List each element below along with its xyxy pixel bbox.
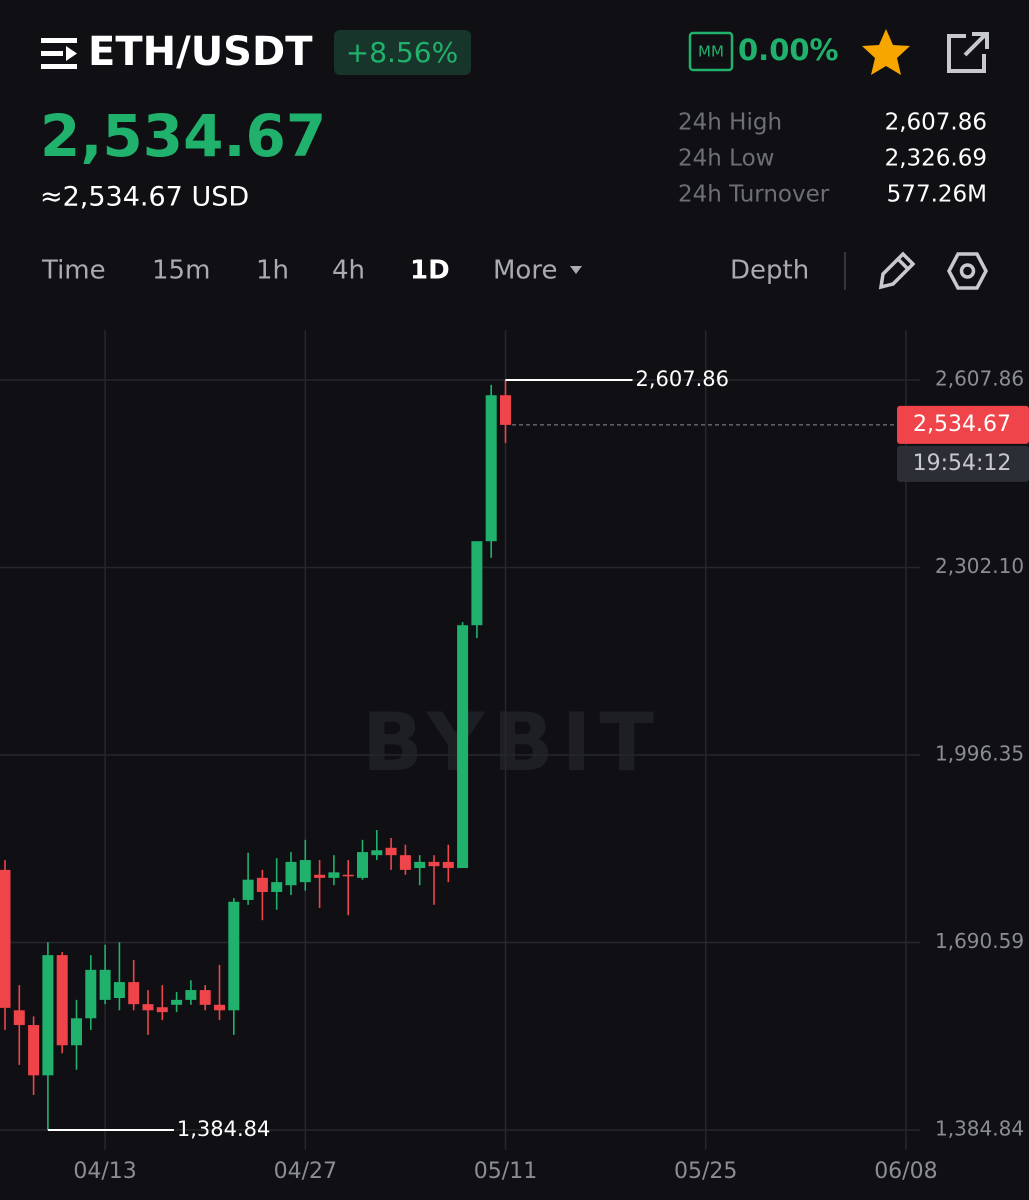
y-tick-label: 1,690.59 bbox=[935, 929, 1024, 953]
tab[interactable]: 15m bbox=[152, 256, 210, 286]
candle-body bbox=[285, 861, 297, 886]
price-tag-label: 2,534.67 bbox=[913, 412, 1011, 437]
candle-body bbox=[0, 869, 11, 1008]
price-tag bbox=[897, 405, 1029, 444]
change-badge bbox=[334, 30, 471, 75]
stat-value: 2,607.86 bbox=[885, 110, 987, 136]
draw-tool-icon[interactable] bbox=[878, 251, 916, 290]
countdown-tag bbox=[897, 445, 1029, 482]
change: +8.56% bbox=[346, 36, 458, 69]
x-tick-label: 04/27 bbox=[274, 1159, 337, 1184]
price-usd: ≈2,534.67 USD bbox=[40, 182, 249, 213]
candle-body bbox=[56, 955, 68, 1046]
candle-body bbox=[156, 1007, 168, 1013]
y-tick-label: 1,996.35 bbox=[935, 741, 1024, 765]
candle-body bbox=[471, 541, 483, 626]
tab[interactable]: Time bbox=[41, 256, 106, 286]
candle-body bbox=[142, 1004, 154, 1011]
stat-label: 24h Turnover bbox=[678, 182, 830, 208]
y-tick-label: 2,302.10 bbox=[935, 554, 1024, 578]
candle-body bbox=[99, 969, 111, 1000]
candle-body bbox=[457, 625, 469, 869]
candle-body bbox=[199, 990, 211, 1005]
low-marker-label: 1,384.84 bbox=[177, 1117, 271, 1141]
candle-body bbox=[500, 395, 511, 425]
candle-body bbox=[42, 955, 54, 1076]
y-tick-label: 2,607.86 bbox=[935, 367, 1024, 391]
dropdown-arrow bbox=[570, 266, 582, 274]
chart: 2,607.86 2,302.10 1,996.35 1,690.59 1,384.84… bbox=[0, 330, 1029, 1184]
stat-value: 2,326.69 bbox=[885, 146, 987, 172]
candle-body bbox=[185, 990, 197, 1000]
mm-badge: MM bbox=[698, 43, 724, 61]
candle-body bbox=[314, 874, 326, 878]
share-icon[interactable] bbox=[947, 32, 989, 73]
candle-body bbox=[242, 879, 254, 900]
settings-icon[interactable] bbox=[947, 252, 988, 290]
candle-body bbox=[299, 860, 311, 883]
tab-bar: Time 15m 1h 4h 1D More Depth bbox=[41, 256, 809, 286]
candle-body bbox=[171, 999, 183, 1005]
candle-body bbox=[357, 852, 368, 878]
countdown: 19:54:12 bbox=[913, 451, 1012, 476]
pair: ETH/USDT bbox=[88, 29, 313, 75]
menu-icon[interactable] bbox=[41, 38, 77, 69]
x-tick-label: 04/13 bbox=[73, 1159, 136, 1184]
candle-body bbox=[256, 877, 268, 892]
favorite-star[interactable] bbox=[862, 29, 910, 75]
candle-body bbox=[71, 1018, 82, 1046]
tab[interactable]: 1h bbox=[256, 256, 289, 286]
candle-body bbox=[485, 395, 497, 542]
tab[interactable]: 4h bbox=[332, 256, 365, 286]
candle-body bbox=[399, 855, 411, 870]
candle-body bbox=[128, 982, 140, 1005]
tab[interactable]: 1D bbox=[410, 256, 450, 286]
candle-body bbox=[13, 1010, 25, 1026]
candle-body bbox=[371, 850, 383, 856]
watermark: BYBIT bbox=[362, 696, 662, 789]
x-tick-label: 05/11 bbox=[474, 1159, 537, 1184]
candle-body bbox=[442, 861, 454, 869]
candle-body bbox=[214, 1004, 225, 1011]
candle-body bbox=[414, 861, 426, 869]
candle-body bbox=[328, 872, 340, 878]
last-price: 2,534.67 bbox=[40, 102, 326, 170]
mm-rate: 0.00% bbox=[738, 33, 839, 67]
x-tick-label: 06/08 bbox=[874, 1159, 937, 1184]
candle-body bbox=[228, 901, 240, 1011]
high-marker-label: 2,607.86 bbox=[636, 367, 730, 391]
x-tick-label: 05/25 bbox=[674, 1159, 737, 1184]
candle-body bbox=[85, 969, 97, 1019]
tab[interactable]: More bbox=[493, 256, 557, 286]
candle-body bbox=[342, 874, 354, 877]
stat-label: 24h Low bbox=[678, 146, 774, 172]
stat-value: 577.26M bbox=[887, 182, 987, 208]
y-tick-label: 1,384.84 bbox=[935, 1116, 1024, 1140]
stat-label: 24h High bbox=[678, 110, 782, 136]
candle-body bbox=[385, 847, 397, 856]
candle-body bbox=[428, 861, 440, 867]
tab[interactable]: Depth bbox=[730, 256, 809, 286]
candle-body bbox=[113, 982, 125, 999]
candle-body bbox=[271, 882, 283, 892]
mm-badge-box bbox=[688, 31, 734, 72]
candle-body bbox=[28, 1025, 40, 1076]
